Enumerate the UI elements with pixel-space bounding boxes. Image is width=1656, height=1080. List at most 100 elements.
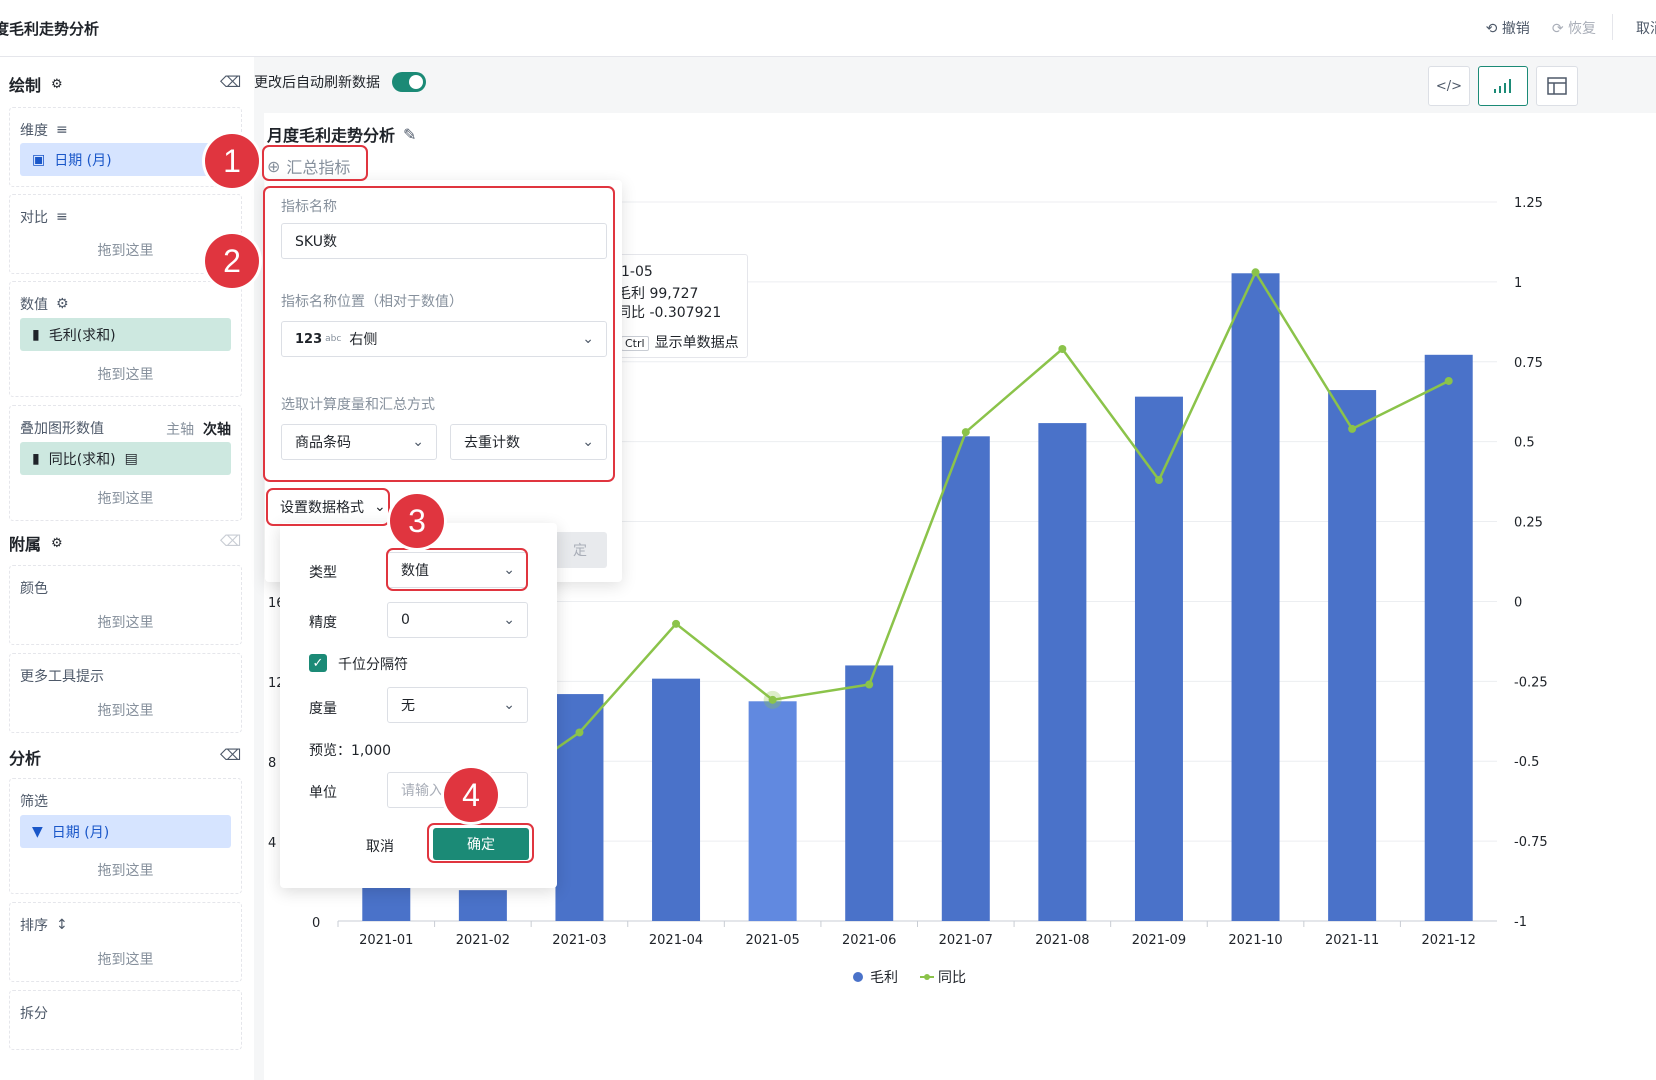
chart-view-button[interactable] [1478,66,1528,106]
main-axis-toggle[interactable]: 主轴 [166,422,195,438]
step-badge-2: 2 [205,234,259,288]
color-drop: 拖到这里 [97,615,154,631]
tooltip-box[interactable]: 更多工具提示 拖到这里 [9,653,242,733]
metric-position-value: 右侧 [349,332,378,348]
chevron-down-icon: ⌄ [412,434,424,450]
tooltip-hint: Ctrl 显示单数据点 [621,332,739,352]
tooltip-yoy: 同比 -0.307921 [617,305,722,321]
eraser-icon[interactable]: ⌫ [220,73,242,91]
sub-axis-toggle[interactable]: 次轴 [203,422,231,438]
sort-box[interactable]: 排序 ↕ 拖到这里 [9,902,242,982]
aggregation-select[interactable]: 去重计数 ⌄ [450,424,607,460]
chevron-down-icon: ⌄ [503,697,515,713]
filter-box: 筛选 ▼ 日期 (月) 拖到这里 [9,778,242,894]
draw-section-title: 绘制 ⚙ [9,72,63,96]
compare-box[interactable]: 对比 ≡ 拖到这里 [9,194,242,274]
code-icon: </> [1435,78,1463,94]
eraser-icon[interactable]: ⌫ [220,746,242,764]
dimension-chip-label: 日期 (月) [54,152,112,169]
attach-title: 附属 [9,535,42,554]
thousands-label: 千位分隔符 [338,657,408,673]
redo-label: 恢复 [1568,21,1596,37]
gear-icon[interactable]: ⚙ [56,296,69,312]
unit-scale-select[interactable]: 无 ⌄ [387,687,528,723]
type-value: 数值 [401,563,429,579]
divider [1612,14,1613,40]
auto-refresh-label: 更改后自动刷新数据 [254,75,380,91]
unit-label: 单位 [309,785,337,801]
draw-title: 绘制 [9,76,42,95]
precision-value: 0 [401,612,410,628]
undo-button[interactable]: ⟲ 撤销 [1485,21,1530,37]
table-icon [1547,77,1567,95]
dimension-chip[interactable]: ▣ 日期 (月) [20,143,231,176]
number-text-icon-small: abc [325,334,342,344]
attach-section-title: 附属 ⚙ [9,531,63,555]
sliders-icon[interactable]: ⚙ [51,535,63,551]
filter-chip[interactable]: ▼ 日期 (月) [20,815,231,848]
data-format-label: 设置数据格式 [280,500,364,516]
metric-position-select[interactable]: 123 abc 右侧 ⌄ [281,321,607,357]
unit-scale-value: 无 [401,698,415,714]
edit-icon[interactable]: ✎ [403,124,417,144]
summary-metric-label: 汇总指标 [286,158,351,177]
annotation-box-3 [266,488,390,526]
metric-position-label: 指标名称位置（相对于数值） [281,294,463,310]
overlay-box: 叠加图形数值 主轴 次轴 ▮ 同比(求和) ▤ 拖到这里 [9,405,242,521]
measure-select[interactable]: 商品条码 ⌄ [281,424,437,460]
popover-confirm-button[interactable]: 定 [553,532,607,568]
filter-icon: ▼ [32,823,43,840]
code-view-button[interactable]: </> [1428,66,1470,106]
redo-button[interactable]: ⟳ 恢复 [1551,21,1596,37]
value-box: 数值 ⚙ ▮ 毛利(求和) 拖到这里 [9,281,242,397]
precision-select[interactable]: 0 ⌄ [387,602,528,638]
precision-label: 精度 [309,615,337,631]
popover-confirm-label: 定 [573,543,587,559]
format-ok-label: 确定 [467,837,495,853]
value-chip[interactable]: ▮ 毛利(求和) [20,318,231,351]
table-view-button[interactable] [1536,66,1578,106]
calendar-icon: ▣ [32,151,46,168]
annotation-box-type [386,548,528,591]
axis-tag[interactable]: 主轴 次轴 [166,419,231,439]
filter-label: 筛选 [20,794,48,810]
type-select[interactable]: 数值 ⌄ [387,552,528,588]
filter-chip-label: 日期 (月) [51,824,110,841]
format-cancel-button[interactable]: 取消 [366,839,394,855]
calc-label: 选取计算度量和汇总方式 [281,397,435,413]
chevron-down-icon: ⌄ [503,562,515,578]
annotation-box-2 [263,186,615,482]
sort-drop: 拖到这里 [97,952,154,968]
sort-icon: ↕ [56,917,68,933]
step-badge-4: 4 [444,768,498,822]
sliders-icon[interactable]: ⚙ [51,76,63,92]
dimension-label: 维度 ≡ [20,122,68,139]
eraser-icon[interactable]: ⌫ [220,532,242,550]
chevron-down-icon: ⌄ [374,499,386,515]
thousands-checkbox[interactable]: ✓ [309,654,327,672]
unit-scale-label: 度量 [309,701,337,717]
chevron-down-icon: ⌄ [582,434,594,450]
metric-name-input[interactable]: SKU数 [281,223,607,259]
annotation-box-4 [427,823,534,863]
auto-refresh-toggle[interactable] [392,72,426,92]
data-format-button[interactable]: 设置数据格式 ⌄ [268,490,388,524]
dimension-box: 维度 ≡ ▣ 日期 (月) [9,107,242,187]
split-box[interactable]: 拆分 [9,990,242,1050]
summary-metric-button[interactable]: ⊕ 汇总指标 [267,154,350,178]
cancel-button[interactable]: 取消 [1636,21,1656,37]
compare-drop: 拖到这里 [97,243,154,259]
type-label: 类型 [309,565,337,581]
data-format-panel: 类型 数值 ⌄ 精度 0 ⌄ ✓ 千位分隔符 度量 无 ⌄ 预览：1,000 单… [280,523,557,888]
format-ok-button[interactable]: 确定 [433,828,529,860]
annotation-box-1 [262,145,368,181]
view-switcher: </> [1428,66,1578,106]
tooltip-hint-text: 显示单数据点 [654,335,739,351]
color-label: 颜色 [20,581,48,597]
plus-circle-icon: ⊕ [267,156,281,176]
overlay-chip[interactable]: ▮ 同比(求和) ▤ [20,442,231,475]
color-box[interactable]: 颜色 拖到这里 [9,565,242,645]
summary-metric-popover: 指标名称 SKU数 指标名称位置（相对于数值） 123 abc 右侧 ⌄ 选取计… [265,180,622,582]
overlay-drop: 拖到这里 [97,491,154,507]
chart-title: 月度毛利走势分析 ✎ [267,122,416,146]
